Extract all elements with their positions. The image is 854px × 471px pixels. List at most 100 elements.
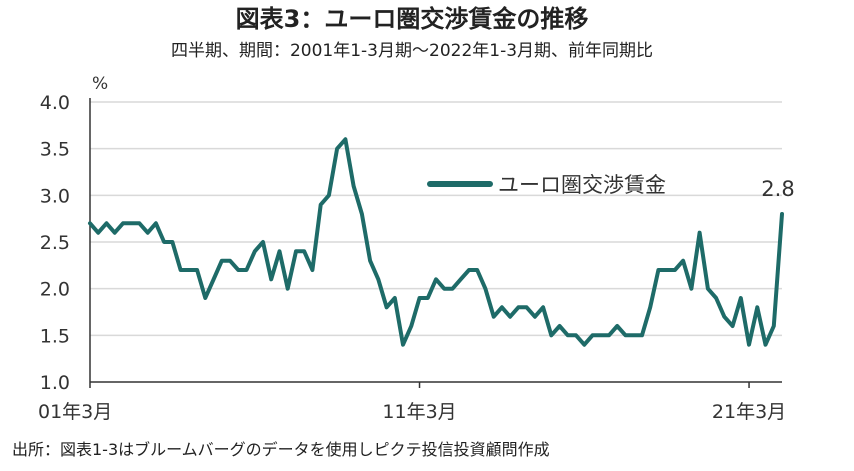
data-point <box>195 268 199 272</box>
data-point <box>500 305 504 309</box>
series-layer <box>88 137 784 347</box>
x-tick-label: 21年3月 <box>712 401 786 423</box>
data-point <box>508 315 512 319</box>
y-tick-label: 1.0 <box>40 372 70 394</box>
data-point <box>162 240 166 244</box>
data-point <box>656 268 661 272</box>
legend: ユーロ圏交渉賃金 <box>427 173 666 197</box>
data-point <box>426 296 430 300</box>
data-point <box>533 315 537 319</box>
data-point <box>623 333 628 337</box>
data-point <box>772 324 776 328</box>
data-point <box>648 305 652 309</box>
data-point <box>549 333 553 337</box>
data-point <box>352 184 356 188</box>
y-tick-label: 1.5 <box>40 325 70 347</box>
data-point <box>327 193 331 197</box>
data-point <box>417 296 422 300</box>
data-point <box>170 240 174 244</box>
data-point <box>450 287 455 291</box>
data-point <box>277 249 282 253</box>
data-point <box>747 343 751 347</box>
y-axis-ticks: 1.0 1.5 2.0 2.5 3.0 3.5 4.0 <box>40 92 70 394</box>
data-point <box>203 296 207 300</box>
y-tick-label: 2.0 <box>40 279 70 301</box>
data-point <box>384 305 389 309</box>
x-tick-label: 01年3月 <box>38 401 112 423</box>
data-point <box>154 221 158 225</box>
data-point <box>574 333 578 337</box>
data-point <box>516 305 520 309</box>
data-point <box>483 287 488 291</box>
data-point <box>244 268 249 272</box>
data-point <box>673 268 677 272</box>
data-point <box>730 324 735 328</box>
chart-title: 図表3：ユーロ圏交渉賃金の推移 <box>236 5 589 33</box>
data-point <box>689 287 693 291</box>
data-point <box>96 231 100 235</box>
data-point <box>409 324 413 328</box>
data-point <box>343 137 347 141</box>
data-point <box>599 333 603 337</box>
data-point <box>590 333 595 337</box>
data-point <box>541 305 545 309</box>
data-point <box>640 333 644 337</box>
axes <box>89 98 782 383</box>
data-point <box>632 333 636 337</box>
data-point <box>722 315 726 319</box>
data-point <box>146 231 150 235</box>
data-point <box>104 221 109 225</box>
data-point <box>607 333 611 337</box>
source-note: 出所：図表1-3はブルームバーグのデータを使用しピクテ投信投資顧問作成 <box>12 440 550 459</box>
data-point <box>137 221 142 225</box>
data-point <box>698 231 702 235</box>
data-point <box>492 315 496 319</box>
data-point <box>236 268 240 272</box>
gridlines <box>90 101 782 337</box>
data-point <box>681 259 685 263</box>
data-point <box>582 343 586 347</box>
data-point <box>467 268 471 272</box>
data-point <box>88 221 92 225</box>
data-point <box>393 296 397 300</box>
y-tick-label: 2.5 <box>40 232 70 254</box>
data-point <box>665 268 669 272</box>
data-point <box>557 324 562 328</box>
data-point <box>129 221 133 225</box>
data-point <box>294 249 298 253</box>
end-value-label: 2.8 <box>761 177 794 201</box>
data-point <box>113 231 117 235</box>
data-point <box>360 212 364 216</box>
data-point <box>335 147 339 151</box>
data-point <box>269 277 273 281</box>
data-point <box>459 277 463 281</box>
data-point <box>121 221 125 225</box>
data-point <box>228 259 232 263</box>
y-tick-label: 3.0 <box>40 185 70 207</box>
data-point <box>525 305 529 309</box>
chart-subtitle: 四半期、期間：2001年1-3月期～2022年1-3月期、前年同期比 <box>171 41 653 61</box>
data-point <box>566 333 570 337</box>
y-tick-label: 4.0 <box>40 92 70 114</box>
data-point <box>475 268 479 272</box>
data-point <box>261 240 265 244</box>
data-point <box>319 203 323 207</box>
data-point <box>376 277 380 281</box>
data-point <box>302 249 306 253</box>
data-point <box>368 259 372 263</box>
legend-label: ユーロ圏交渉賃金 <box>498 173 666 197</box>
data-point <box>220 259 224 263</box>
data-point <box>755 305 759 309</box>
data-point <box>187 268 191 272</box>
data-point <box>780 212 784 216</box>
data-point <box>714 296 718 300</box>
data-point <box>401 343 405 347</box>
data-point <box>434 277 438 281</box>
data-point <box>253 249 257 253</box>
y-axis-unit: % <box>92 74 108 94</box>
x-axis-ticks: 01年3月 11年3月 21年3月 <box>38 382 786 423</box>
data-point <box>763 343 768 347</box>
x-tick-label: 11年3月 <box>382 401 456 423</box>
